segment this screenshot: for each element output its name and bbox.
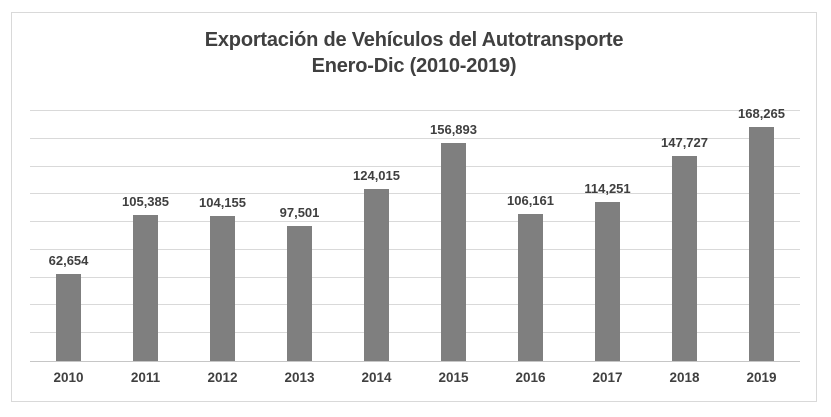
x-axis-label-2014: 2014 bbox=[361, 370, 392, 385]
bar-2011 bbox=[133, 214, 158, 361]
x-axis-label-2013: 2013 bbox=[284, 370, 315, 385]
bar-2010 bbox=[56, 273, 81, 361]
bar-2013 bbox=[287, 225, 312, 361]
bar-2015 bbox=[441, 143, 466, 361]
bar-value-label: 97,501 bbox=[279, 204, 320, 220]
plot-area: 62,654 105,385 104,155 97,501 124,015 156,893… bbox=[30, 106, 800, 362]
bar-slot: 168,265 bbox=[723, 106, 800, 361]
bar-slot: 105,385 bbox=[107, 111, 184, 361]
gridline bbox=[30, 110, 800, 111]
bar-value-label: 104,155 bbox=[199, 195, 246, 211]
bar-value-label: 156,893 bbox=[430, 122, 477, 138]
gridline bbox=[30, 165, 800, 167]
bar-2016 bbox=[518, 213, 543, 361]
bar-slot: 106,161 bbox=[492, 111, 569, 361]
bar-slot: 97,501 bbox=[261, 111, 338, 361]
bar-slot: 124,015 bbox=[338, 111, 415, 361]
bar-2017 bbox=[595, 202, 620, 361]
x-axis-label-2015: 2015 bbox=[438, 370, 469, 385]
gridline bbox=[30, 304, 800, 306]
gridline bbox=[30, 221, 800, 223]
chart-title-line2: Enero-Dic (2010-2019) bbox=[311, 55, 517, 77]
x-axis-label-2012: 2012 bbox=[207, 370, 238, 385]
bar-2014 bbox=[364, 188, 389, 361]
chart-title: Exportación de Vehículos del Autotranspo… bbox=[12, 27, 816, 79]
x-axis-label-2016: 2016 bbox=[515, 370, 546, 385]
bar-value-label: 106,161 bbox=[507, 192, 554, 208]
gridline bbox=[30, 248, 800, 250]
bar-2018 bbox=[672, 155, 697, 361]
gridline bbox=[30, 137, 800, 139]
bar-slot: 156,893 bbox=[415, 111, 492, 361]
bar-2019 bbox=[749, 127, 774, 361]
bars-row: 62,654 105,385 104,155 97,501 124,015 156,893… bbox=[30, 106, 800, 361]
chart-title-line1: Exportación de Vehículos del Autotranspo… bbox=[204, 29, 624, 51]
x-axis-line bbox=[30, 361, 800, 362]
bar-slot: 147,727 bbox=[646, 111, 723, 361]
bar-2012 bbox=[210, 216, 235, 361]
bar-slot: 62,654 bbox=[30, 111, 107, 361]
bar-value-label: 168,265 bbox=[738, 106, 785, 122]
bar-slot: 104,155 bbox=[184, 111, 261, 361]
chart-frame: Exportación de Vehículos del Autotranspo… bbox=[11, 12, 817, 402]
x-axis-label-2011: 2011 bbox=[130, 370, 161, 385]
bar-value-label: 105,385 bbox=[122, 193, 169, 209]
gridline bbox=[30, 276, 800, 278]
gridline bbox=[30, 193, 800, 195]
x-axis-label-2018: 2018 bbox=[669, 370, 700, 385]
x-axis-label-2019: 2019 bbox=[746, 370, 777, 385]
bar-value-label: 114,251 bbox=[584, 181, 631, 197]
bar-value-label: 62,654 bbox=[48, 252, 89, 268]
bar-value-label: 147,727 bbox=[661, 134, 708, 150]
x-axis-labels: 2010 2011 2012 2013 2014 2015 2016 2017 2018 2019 bbox=[30, 370, 800, 385]
bar-value-label: 124,015 bbox=[353, 167, 400, 183]
x-axis-label-2010: 2010 bbox=[53, 370, 84, 385]
bar-slot: 114,251 bbox=[569, 111, 646, 361]
gridline bbox=[30, 332, 800, 334]
x-axis-label-2017: 2017 bbox=[592, 370, 623, 385]
